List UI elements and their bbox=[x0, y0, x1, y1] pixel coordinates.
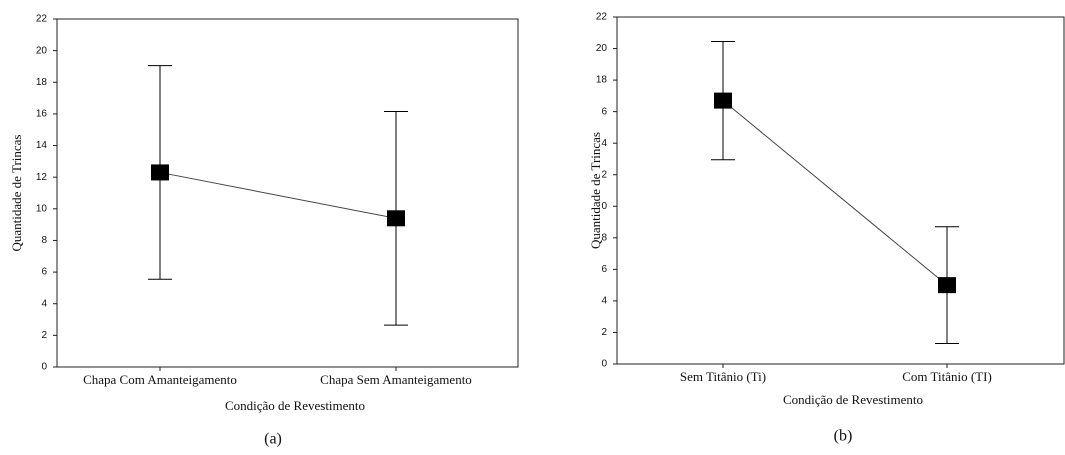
y-tick-label: 6 bbox=[601, 264, 607, 275]
x-tick-label: Chapa Com Amanteigamento bbox=[83, 372, 237, 387]
y-tick-label: 10 bbox=[36, 203, 48, 214]
y-tick-label: 14 bbox=[36, 140, 48, 151]
y-tick-label: 22 bbox=[596, 12, 608, 23]
y-tick-label: 2 bbox=[601, 169, 607, 180]
y-tick-label: 8 bbox=[601, 232, 607, 243]
y-tick-label: 0 bbox=[41, 362, 47, 373]
marker bbox=[387, 210, 405, 227]
y-tick-label: 0 bbox=[601, 201, 607, 212]
data-line bbox=[159, 171, 397, 219]
y-axis-label: Quantidade de Trincas bbox=[588, 132, 603, 249]
y-tick-label: 6 bbox=[601, 106, 607, 117]
x-tick-label: Com Titânio (TI) bbox=[902, 369, 992, 384]
y-tick-label: 22 bbox=[36, 14, 48, 25]
data-line bbox=[722, 100, 948, 286]
y-tick-label: 16 bbox=[36, 109, 48, 120]
y-tick-label: 4 bbox=[601, 138, 607, 149]
y-tick-label: 8 bbox=[41, 235, 47, 246]
y-tick-label: 18 bbox=[596, 75, 608, 86]
x-tick-label: Chapa Sem Amanteigamento bbox=[320, 372, 472, 387]
y-tick-label: 20 bbox=[36, 45, 48, 56]
y-tick-label: 2 bbox=[601, 327, 607, 338]
y-axis-label: Quantidade de Trincas bbox=[9, 135, 24, 252]
marker bbox=[714, 92, 732, 109]
caption: (a) bbox=[264, 431, 282, 448]
caption: (b) bbox=[834, 428, 853, 445]
y-tick-label: 4 bbox=[41, 298, 47, 309]
y-tick-label: 20 bbox=[596, 43, 608, 54]
y-tick-label: 6 bbox=[41, 267, 47, 278]
x-axis-label: Condição de Revestimento bbox=[783, 392, 923, 407]
y-tick-label: 4 bbox=[601, 296, 607, 307]
y-tick-label: 0 bbox=[601, 359, 607, 370]
marker bbox=[938, 277, 956, 294]
marker bbox=[151, 164, 169, 181]
plot-frame bbox=[616, 16, 1065, 365]
y-tick-label: 12 bbox=[36, 172, 48, 183]
plot-frame bbox=[56, 18, 519, 368]
x-axis-label: Condição de Revestimento bbox=[225, 398, 365, 413]
y-tick-label: 2 bbox=[41, 330, 47, 341]
y-tick-label: 18 bbox=[36, 77, 48, 88]
x-tick-label: Sem Titânio (Ti) bbox=[680, 369, 766, 384]
